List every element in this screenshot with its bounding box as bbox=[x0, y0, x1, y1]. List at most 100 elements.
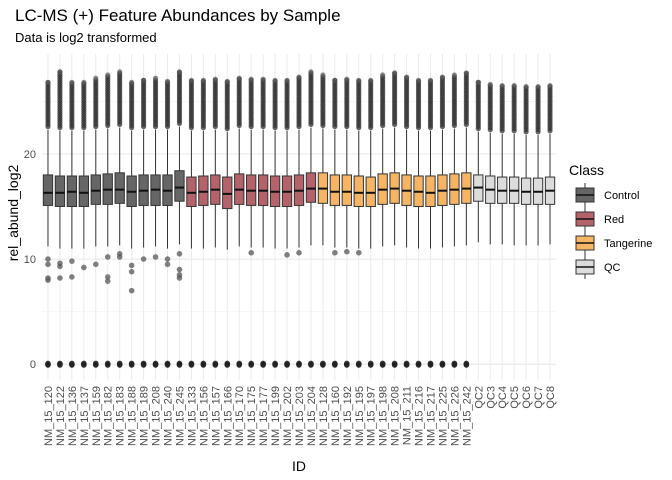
zero-outlier-point bbox=[45, 362, 51, 368]
x-tick-label: NM_15_188 bbox=[127, 386, 139, 446]
boxes bbox=[42, 69, 556, 368]
outlier-point bbox=[69, 79, 75, 85]
box-rect bbox=[42, 174, 54, 206]
box-NM_15_160 bbox=[329, 77, 341, 368]
box-rect bbox=[305, 172, 317, 203]
box-NM_15_170 bbox=[234, 75, 245, 368]
zero-outlier-point bbox=[320, 362, 326, 368]
box-NM_15_211 bbox=[401, 74, 412, 368]
outlier-point bbox=[45, 261, 51, 268]
outlier-point bbox=[128, 287, 135, 294]
outlier-point bbox=[92, 261, 99, 268]
outlier-point bbox=[104, 254, 111, 260]
chart-title: LC-MS (+) Feature Abundances by Sample bbox=[15, 6, 341, 25]
outlier-point bbox=[248, 76, 254, 82]
zero-outlier-point bbox=[415, 362, 422, 368]
outlier-point bbox=[69, 274, 75, 280]
zero-outlier-point bbox=[391, 362, 398, 368]
box-rect bbox=[341, 174, 352, 206]
box-NM_15_217 bbox=[425, 77, 436, 368]
outlier-point bbox=[451, 72, 457, 78]
box-NM_15_137 bbox=[78, 79, 89, 368]
x-tick-label: NM_15_225 bbox=[437, 386, 449, 446]
x-tick-label: QC6 bbox=[521, 386, 533, 409]
x-tick-label: NM_15_159 bbox=[91, 386, 103, 446]
x-tick-label: NM_15_195 bbox=[354, 386, 366, 446]
box-rect bbox=[78, 175, 89, 207]
outlier-point bbox=[152, 254, 159, 260]
outlier-point bbox=[176, 69, 183, 75]
box-rect bbox=[365, 176, 376, 207]
outlier-point bbox=[332, 249, 338, 256]
zero-outlier-point bbox=[200, 362, 207, 368]
box-NM_15_202 bbox=[281, 77, 293, 368]
outlier-point bbox=[45, 277, 51, 283]
x-tick-label: NM_15_189 bbox=[139, 386, 151, 446]
box-NM_15_128 bbox=[317, 72, 329, 368]
x-tick-label: NM_15_197 bbox=[366, 386, 378, 446]
box-NM_15_188 bbox=[126, 79, 137, 368]
zero-outlier-point bbox=[128, 362, 135, 368]
zero-outlier-point bbox=[355, 362, 362, 368]
outlier-point bbox=[164, 256, 171, 262]
zero-outlier-point bbox=[439, 362, 446, 368]
legend-label: Red bbox=[604, 214, 624, 226]
outlier-point bbox=[236, 75, 242, 81]
x-tick-label: NM_15_240 bbox=[163, 386, 175, 446]
box-NM_15_199 bbox=[269, 77, 281, 368]
x-tick-label: NM_15_120 bbox=[43, 386, 55, 446]
outlier-point bbox=[176, 251, 183, 257]
y-tick-label: 10 bbox=[24, 254, 36, 266]
box-NM_15_183 bbox=[114, 69, 125, 368]
zero-outlier-point bbox=[296, 362, 302, 368]
outlier-point bbox=[296, 74, 302, 80]
outlier-point bbox=[284, 252, 290, 258]
outlier-point bbox=[475, 79, 481, 85]
outlier-point bbox=[320, 72, 326, 78]
x-tick-label: NM_15_208 bbox=[151, 386, 163, 446]
x-tick-label: NM_15_175 bbox=[246, 386, 258, 446]
box-QC2 bbox=[473, 79, 484, 243]
outlier-point bbox=[308, 69, 314, 75]
box-QC5 bbox=[509, 82, 520, 246]
x-tick-label: QC4 bbox=[497, 386, 509, 409]
zero-outlier-point bbox=[81, 362, 87, 368]
x-tick-label: NM_15_156 bbox=[198, 386, 210, 446]
chart-subtitle: Data is log2 transformed bbox=[15, 30, 157, 45]
zero-outlier-point bbox=[116, 362, 123, 368]
zero-outlier-point bbox=[344, 362, 350, 368]
zero-outlier-point bbox=[308, 362, 314, 368]
outlier-point bbox=[356, 77, 362, 83]
x-tick-label: NM_15_122 bbox=[55, 386, 67, 446]
outlier-point bbox=[188, 77, 195, 83]
outlier-point bbox=[128, 268, 135, 275]
box-NM_15_195 bbox=[353, 77, 364, 368]
x-tick-label: NM_15_177 bbox=[258, 386, 270, 446]
x-tick-label: NM_15_216 bbox=[414, 386, 426, 446]
outlier-point bbox=[284, 77, 290, 83]
zero-outlier-point bbox=[451, 362, 458, 368]
y-axis-title: rel_abund_log2 bbox=[5, 165, 21, 262]
x-tick-label: NM_15_160 bbox=[330, 386, 342, 446]
outlier-point bbox=[224, 78, 230, 84]
legend-items: Control Red Tangerine QC bbox=[575, 183, 652, 279]
box-QC7 bbox=[532, 84, 544, 246]
zero-outlier-point bbox=[212, 362, 219, 368]
box-NM_15_189 bbox=[138, 77, 149, 368]
zero-outlier-point bbox=[69, 362, 75, 368]
box-rect bbox=[222, 176, 233, 210]
outlier-point bbox=[380, 72, 386, 78]
outlier-point bbox=[81, 79, 87, 85]
box-NM_15_240 bbox=[162, 78, 173, 368]
outlier-point bbox=[104, 274, 111, 280]
x-tick-label: NM_15_245 bbox=[174, 386, 186, 446]
outlier-point bbox=[344, 248, 350, 255]
outlier-point bbox=[57, 263, 63, 270]
outlier-point bbox=[212, 76, 218, 82]
box-QC3 bbox=[485, 81, 496, 245]
box-NM_15_225 bbox=[437, 74, 448, 368]
outlier-point bbox=[176, 275, 183, 281]
x-tick-label: NM_15_183 bbox=[115, 386, 127, 446]
zero-outlier-point bbox=[224, 362, 231, 368]
zero-outlier-point bbox=[104, 362, 111, 368]
